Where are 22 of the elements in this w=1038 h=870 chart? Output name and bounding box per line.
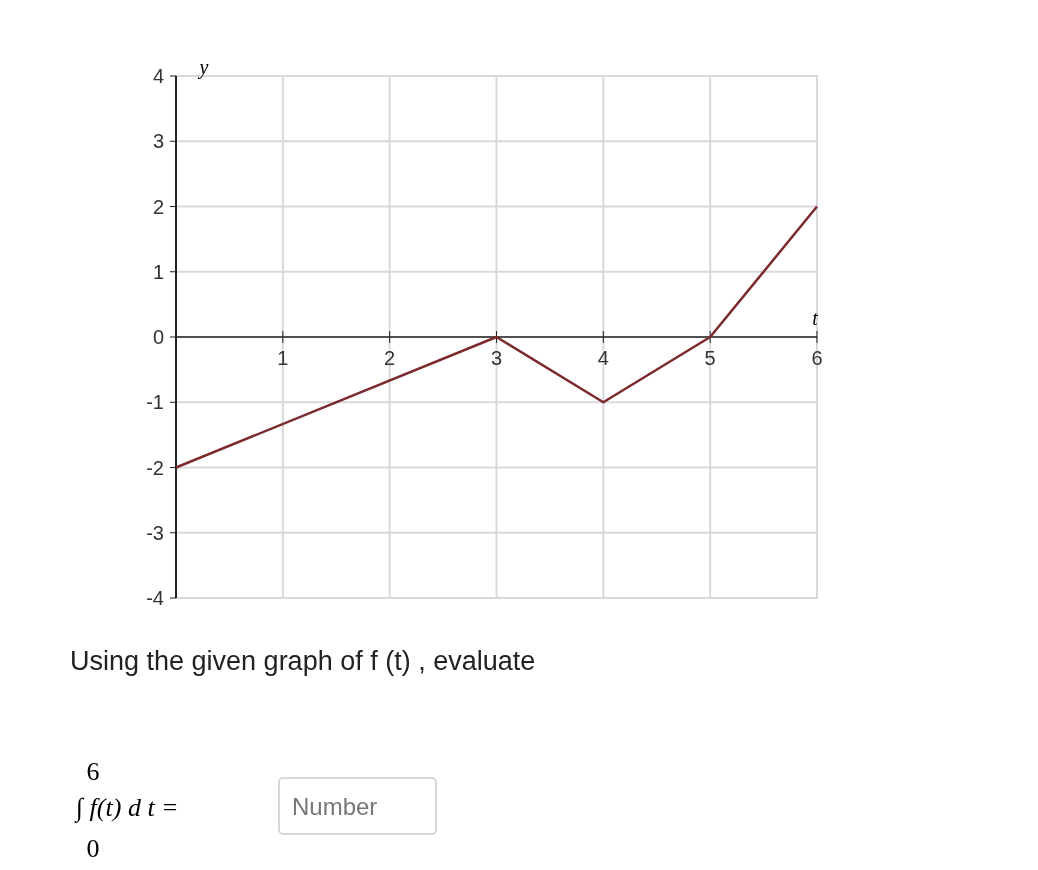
x-tick-label: 1	[277, 347, 289, 369]
y-tick-label: 3	[152, 130, 164, 153]
text: 0	[86, 834, 100, 863]
text: 6	[86, 757, 100, 786]
y-tick-label: 0	[152, 326, 164, 348]
x-axis-title: t	[812, 307, 819, 329]
x-tick-label: 2	[384, 347, 396, 369]
x-tick-label: 6	[811, 347, 823, 369]
text: ∫ f(t) d t =	[74, 793, 179, 823]
y-tick-label: 2	[152, 195, 164, 218]
y-tick-label: 4	[152, 65, 164, 87]
y-tick-label: -3	[146, 521, 164, 544]
x-tick-label: 3	[490, 347, 503, 369]
text: Number	[292, 793, 378, 820]
y-tick-label: 1	[152, 260, 164, 283]
y-tick-label: -1	[146, 391, 164, 414]
y-axis-title: y	[197, 56, 209, 79]
text: Using the given graph of f (t) , evaluate	[70, 646, 536, 676]
x-tick-label: 5	[704, 347, 716, 369]
y-tick-label: -4	[146, 587, 164, 609]
x-tick-label: 4	[597, 347, 609, 369]
y-tick-label: -2	[146, 456, 164, 479]
